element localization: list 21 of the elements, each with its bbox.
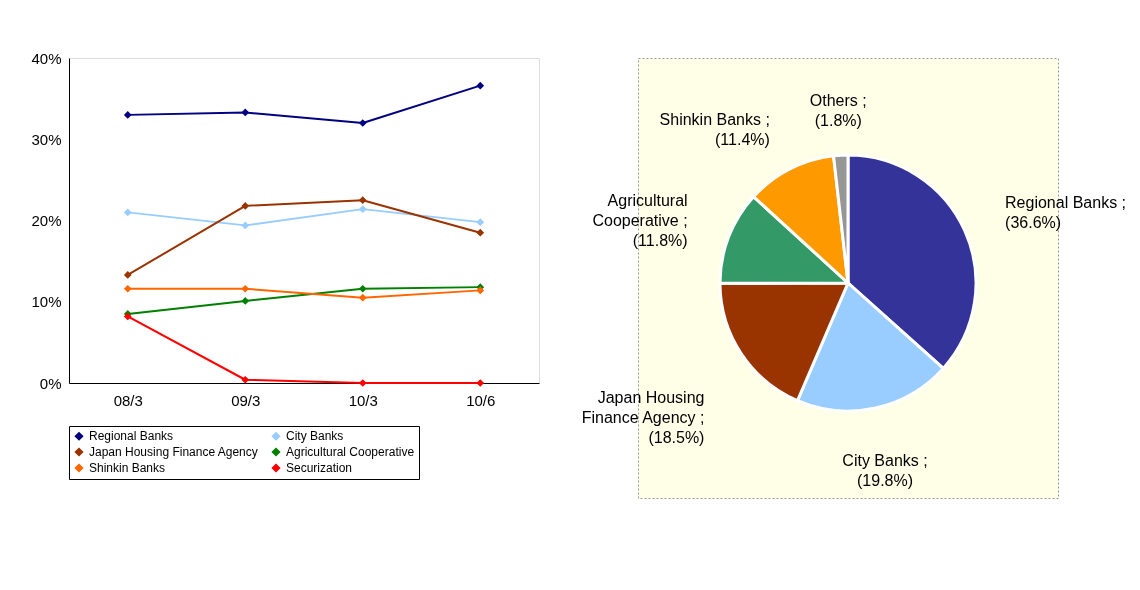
slice-label: Agricultural Cooperative ; (11.8%) <box>592 191 688 249</box>
legend-label: City Banks <box>286 429 344 444</box>
x-tick-label: 10/3 <box>348 391 378 409</box>
legend-label: Agricultural Cooperative <box>286 445 415 459</box>
x-tick-label: 09/3 <box>231 391 261 409</box>
legend-label: Securization <box>286 461 353 475</box>
x-tick-label: 10/6 <box>466 391 496 409</box>
slice-label: Regional Banks ; (36.6%) <box>1005 193 1127 231</box>
slice-label: Japan Housing Finance Agency ; (18.5%) <box>581 388 705 446</box>
slice-label: City Banks ; (19.8%) <box>842 451 928 489</box>
y-tick-label: 40% <box>31 49 62 67</box>
y-tick-label: 30% <box>31 130 62 148</box>
y-tick-label: 10% <box>31 293 62 311</box>
x-tick-label: 08/3 <box>113 391 143 409</box>
legend-label: Japan Housing Finance Agency <box>89 445 258 459</box>
slice-label: Others ; (1.8%) <box>809 92 867 130</box>
y-tick-label: 20% <box>31 212 62 229</box>
y-tick-label: 0% <box>39 374 62 392</box>
legend-label: Shinkin Banks <box>89 461 166 475</box>
slice-label: Shinkin Banks ; (11.4%) <box>659 110 770 148</box>
legend-label: Regional Banks <box>89 429 174 444</box>
